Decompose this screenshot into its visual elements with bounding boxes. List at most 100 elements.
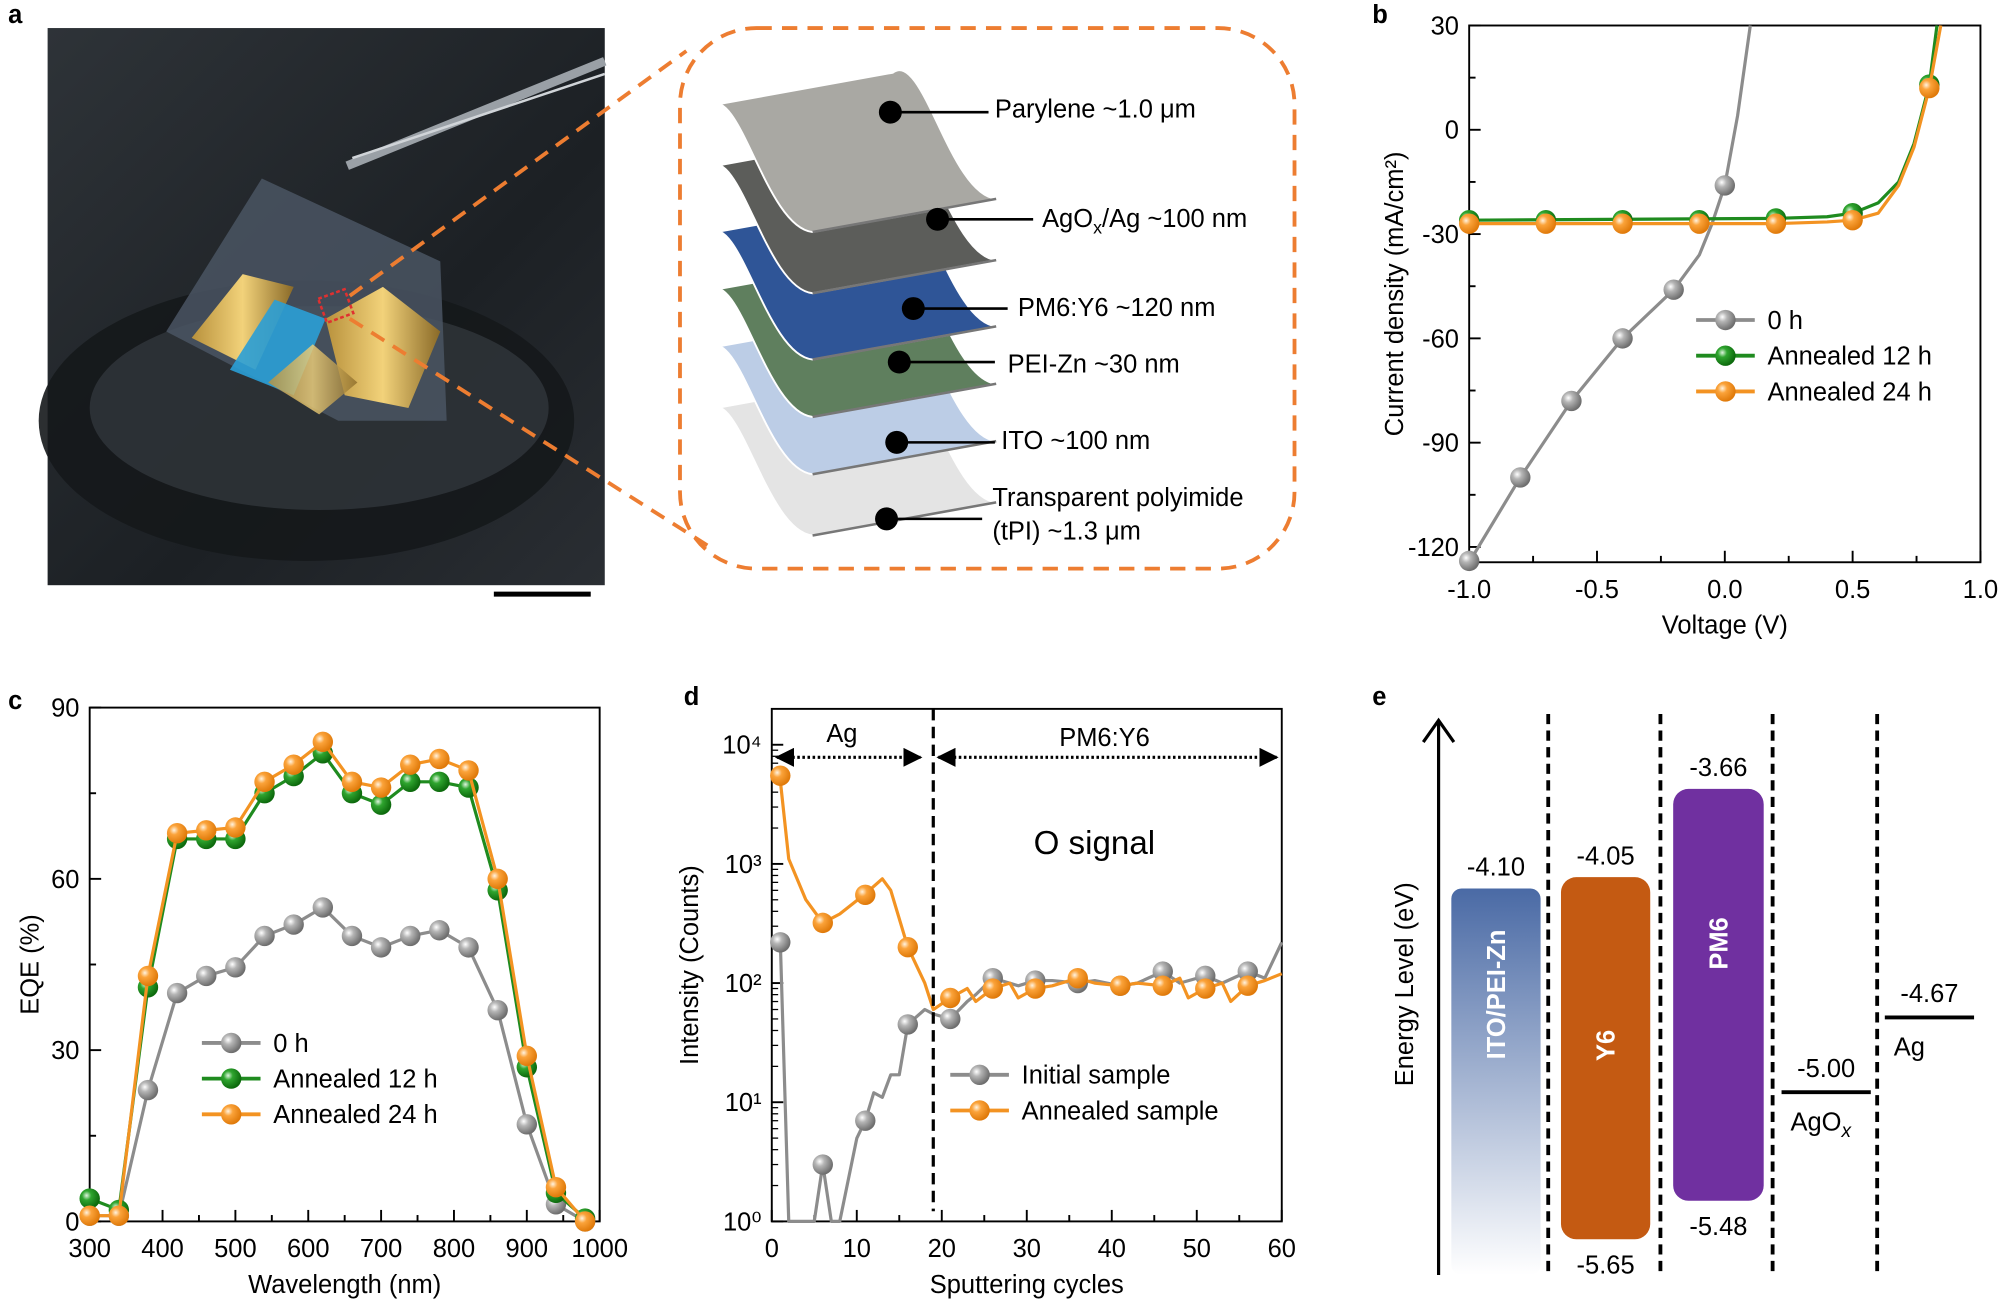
data-point [79,1188,100,1209]
x-tick-label: 60 [1268,1235,1296,1263]
chart-tofsims: 0 10 20 30 40 50 60 10⁰ 10¹ 10² 10³ 10⁴ Sputtering c… [676,707,1296,1299]
x-tick-label: 300 [68,1235,111,1263]
data-point [855,884,876,906]
chart-eqe: 300 400 500 600 700 800 900 1000 0 30 60 90 Waveleng… [17,695,628,1299]
y-axis-label: Intensity (Counts) [676,865,704,1065]
data-point [458,760,479,781]
data-point [982,978,1003,999]
data-point [487,868,508,890]
energy-diagram: Energy Level (eV) -4.10 ITO/PEI-Zn -4.05 -5.… [1391,713,1975,1280]
data-point [196,965,217,987]
x-axis-label: Wavelength (nm) [248,1271,441,1299]
x-tick-label: 50 [1183,1235,1211,1263]
data-point [400,925,421,947]
legend-label: 0 h [273,1030,308,1058]
x-tick-label: 700 [360,1235,403,1263]
data-point [1152,961,1173,982]
data-point [1510,467,1531,488]
data-point [137,965,159,987]
data-point [1612,213,1633,234]
x-tick-label: 10 [843,1235,871,1263]
data-point [940,987,961,1009]
data-point [1919,77,1940,99]
layer-edge [812,439,997,476]
data-point [897,1014,918,1035]
x-tick-label: 0.5 [1835,576,1870,604]
legend-label: Initial sample [1022,1062,1171,1090]
data-point [312,731,334,753]
x-tick-label: 900 [506,1235,549,1263]
band-bottom-value: -5.65 [1577,1252,1635,1280]
level-name-main: Ag [1894,1034,1925,1062]
data-point [574,1211,596,1232]
data-point [225,817,246,838]
panel-label-e: e [1372,683,1386,711]
y-tick-label: 10¹ [725,1089,762,1117]
data-point [1152,975,1173,996]
series-line [778,941,1284,1223]
panel-label-c: c [8,687,22,715]
data-point [1237,961,1258,982]
series-line [89,905,586,1223]
data-point [166,982,188,1004]
data-point [1237,975,1258,996]
series-group [1458,25,1943,572]
layer-label: Parylene ~1.0 μm [995,95,1196,123]
legend-label: Annealed 24 h [273,1101,437,1129]
tweezers [345,57,607,170]
data-point [429,748,450,770]
data-point [1067,967,1088,989]
energy-level-value: -4.67 [1900,980,1958,1008]
x-tick-label: 800 [433,1235,476,1263]
layer-label: Transparent polyimide [992,484,1243,512]
x-axis-label: Sputtering cycles [930,1271,1124,1299]
data-point [1663,279,1684,300]
region-label-ag: Ag [826,720,857,748]
legend-marker [221,1032,242,1054]
data-point [855,1110,876,1131]
layer-stack: Parylene ~1.0 μm PM6:Y6 ~120 nm PEI-Zn ~30… [708,69,1247,545]
plot-frame [1468,24,1982,564]
data-point [1714,175,1736,196]
legend-marker [969,1064,990,1085]
y-tick-label: 60 [51,866,79,894]
data-point [770,765,791,786]
data-point [254,771,275,793]
arrow-head-icon [1421,717,1456,743]
data-point [341,771,363,793]
data-point [370,937,392,958]
highlight-box [316,287,355,325]
data-point [770,932,791,953]
data-point [458,937,479,958]
layer-label: ITO ~100 nm [1001,427,1150,455]
y-axis-label: Current density (mA/cm²) [1381,152,1409,437]
band-name: Y6 [1593,1030,1621,1061]
y-tick-label: 10⁰ [723,1208,762,1236]
energy-level-name: Ag [1894,1034,1925,1062]
data-point [429,920,450,941]
plot-frame [770,707,1283,1223]
data-point [897,937,918,958]
region-label-pm6y6: PM6:Y6 [1059,724,1150,752]
series-line [1469,25,1943,226]
band-name: PM6 [1705,917,1733,969]
legend-marker [221,1104,242,1125]
y-axis-label: Energy Level (eV) [1391,882,1419,1086]
data-point [283,914,304,935]
layer-label: AgOx/Ag ~100 nm [1042,205,1247,237]
band-top-value: -4.10 [1467,854,1525,882]
panel-label-d: d [684,683,700,711]
data-point [429,771,450,793]
data-point [516,1045,538,1067]
data-point [1025,978,1046,999]
data-point [137,1079,159,1101]
band-ito-pei-zn [1451,888,1541,1275]
y-tick-label: 90 [51,695,79,723]
data-point [1110,975,1131,996]
y-tick-label: 30 [51,1037,79,1065]
data-point [400,771,421,793]
data-point [341,925,363,947]
series-line [89,740,587,1223]
panel-label-b: b [1372,1,1388,29]
